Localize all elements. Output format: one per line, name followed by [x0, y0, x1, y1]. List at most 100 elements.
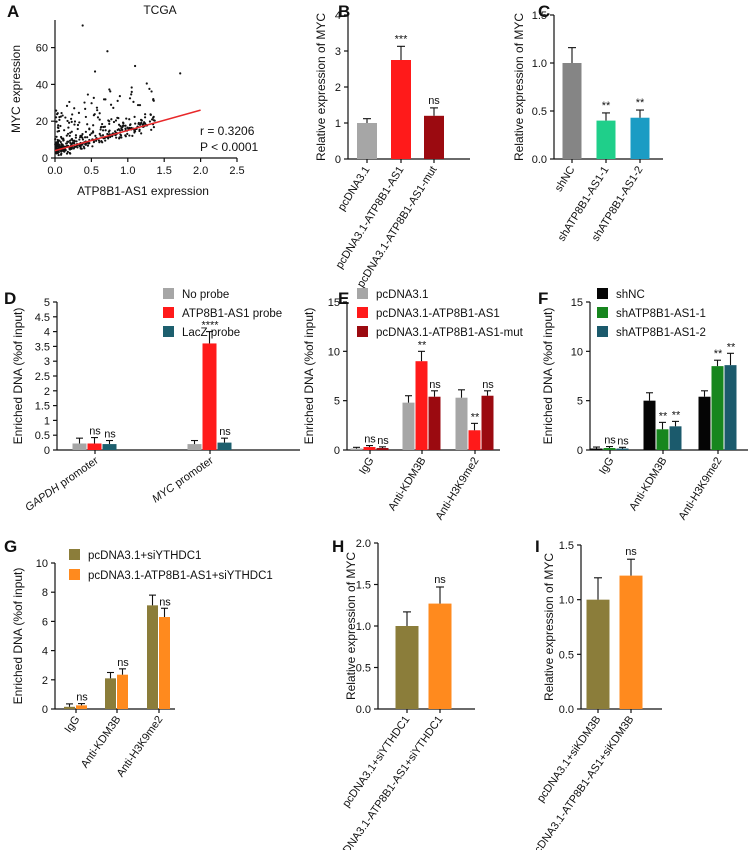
scatter-point	[55, 116, 58, 119]
scatter-point	[86, 136, 89, 139]
significance-label: ns	[364, 434, 376, 446]
scatter-point	[66, 140, 69, 143]
significance-label: ***	[395, 33, 409, 45]
panel-letter: H	[332, 537, 344, 556]
y-tick-label: 0	[334, 445, 340, 457]
scatter-point	[58, 118, 61, 121]
scatter-point	[55, 135, 58, 138]
scatter-point	[60, 143, 63, 146]
scatter-point	[98, 132, 101, 135]
significance-label: ns	[377, 435, 389, 447]
y-tick-label: 10	[36, 558, 48, 570]
scatter-point	[58, 139, 61, 142]
scatter-point	[112, 120, 116, 124]
scatter-point	[99, 134, 102, 137]
y-tick-label: 1	[44, 415, 50, 427]
significance-label: ns	[159, 596, 171, 608]
y-tick-label: 3.5	[35, 341, 50, 353]
scatter-point	[97, 139, 101, 142]
significance-label: ns	[428, 95, 440, 107]
scatter-point	[78, 121, 81, 124]
y-tick-label: 0.5	[356, 663, 371, 675]
bar	[698, 396, 711, 450]
scatter-point	[152, 119, 155, 122]
scatter-point	[80, 134, 83, 137]
significance-label: **	[471, 411, 480, 423]
scatter-point	[127, 127, 130, 130]
bar	[586, 599, 610, 709]
category-label: Anti-KDM3B	[386, 455, 428, 513]
panel-letter: B	[338, 2, 350, 21]
scatter-point	[76, 127, 79, 131]
scatter-point	[150, 118, 154, 121]
scatter-point	[148, 87, 151, 91]
y-tick-label: 15	[328, 297, 340, 309]
scatter-point	[104, 139, 107, 142]
scatter-point	[100, 140, 103, 143]
significance-label: ns	[117, 657, 129, 669]
scatter-point	[109, 135, 112, 139]
y-axis-label: Enriched DNA (%of input)	[11, 568, 25, 705]
category-label: shNC	[553, 164, 578, 194]
panel-a: A TCGA 0 20 40 60 0.0 0.5 1.0 1.5 2.0 2.5 ATP8B1-AS1…	[7, 2, 258, 198]
bar	[643, 400, 656, 450]
scatter-point	[73, 123, 76, 126]
bar	[603, 448, 616, 450]
scatter-point	[118, 95, 121, 98]
scatter-point	[67, 126, 70, 129]
bar	[363, 447, 376, 450]
scatter-point	[152, 126, 156, 129]
bar	[619, 575, 643, 709]
x-axis-label: ATP8B1-AS1 expression	[77, 184, 209, 198]
panel-g: G 0 2 4 6 8 10 Enriched DNA (%of input) ns IgG ns A…	[4, 537, 273, 779]
category-label: Anti-KDM3B	[627, 455, 669, 513]
bar	[424, 115, 444, 159]
scatter-point	[70, 117, 73, 120]
scatter-point	[106, 132, 109, 136]
scatter-point	[108, 122, 111, 125]
y-axis-label: Relative expression of MYC	[314, 13, 328, 161]
scatter-point	[69, 131, 72, 134]
bar	[711, 366, 724, 450]
legend-label: pcDNA3.1+siYTHDC1	[88, 550, 201, 562]
scatter-point	[65, 152, 69, 155]
scatter-point	[59, 124, 62, 128]
scatter-point	[84, 107, 87, 110]
legend: pcDNA3.1+siYTHDC1 pcDNA3.1-ATP8B1-AS1+siY…	[69, 549, 273, 582]
y-tick-label: 1.5	[356, 580, 371, 592]
scatter-point	[103, 125, 107, 128]
scatter-point	[117, 123, 121, 126]
scatter-point	[71, 113, 74, 116]
category-label: IgG	[357, 455, 377, 476]
scatter-point	[81, 132, 84, 136]
scatter-point	[68, 134, 71, 137]
scatter-point	[150, 90, 153, 93]
scatter-point	[92, 96, 95, 99]
scatter-point	[115, 136, 118, 139]
scatter-point	[62, 145, 65, 148]
y-axis-label: Enriched DNA (%of input)	[302, 308, 316, 445]
category-label: IgG	[62, 714, 82, 735]
p-value-annotation: P < 0.0001	[200, 140, 258, 154]
y-tick-label: 0	[42, 704, 48, 716]
chart-title: TCGA	[143, 3, 176, 17]
scatter-point	[116, 99, 119, 102]
scatter-point	[70, 137, 74, 141]
y-tick-label: 2	[335, 82, 341, 94]
scatter-point	[57, 153, 60, 157]
scatter-point	[67, 121, 71, 124]
correlation-annotation: r = 0.3206	[200, 124, 255, 138]
scatter-point	[90, 102, 93, 105]
significance-label: **	[636, 97, 645, 109]
scatter-point	[114, 119, 118, 122]
scatter-point	[66, 119, 69, 123]
scatter-point	[140, 132, 143, 135]
x-tick-label: 0.0	[47, 165, 62, 177]
y-tick-label: 0	[335, 154, 341, 166]
scatter-point	[130, 90, 133, 93]
legend-swatch	[163, 307, 174, 318]
scatter-point	[121, 124, 125, 127]
legend-swatch	[597, 307, 608, 318]
y-tick-label: 6	[42, 616, 48, 628]
y-tick-label: 2.0	[356, 538, 371, 550]
